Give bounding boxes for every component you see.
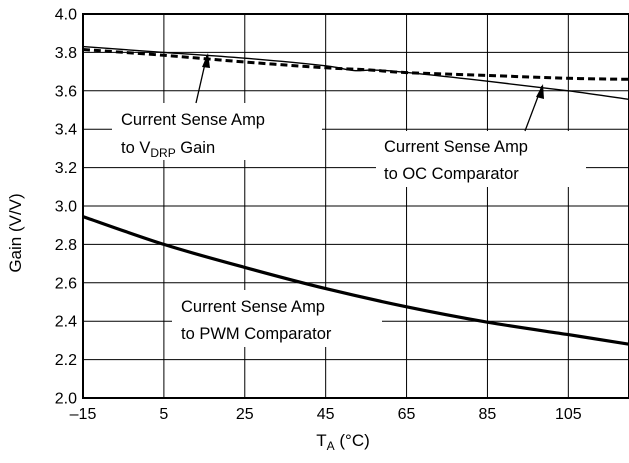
annotation-oc: Current Sense Amp to OC Comparator <box>384 84 544 183</box>
y-tick-label: 2.0 <box>55 391 77 408</box>
annotation-vdrp: Current Sense Amp to VDRP Gain <box>121 53 265 160</box>
annotation-vdrp-arrowhead <box>202 53 210 68</box>
annotation-pwm-line2: to PWM Comparator <box>181 325 332 343</box>
series-line-pwm <box>82 215 629 346</box>
y-tick-label: 4.0 <box>55 7 77 24</box>
annotation-mask-vdrp <box>112 103 322 160</box>
annotation-oc-line2: to OC Comparator <box>384 165 519 183</box>
y-tick-label: 2.4 <box>55 314 77 331</box>
annotation-mask-oc <box>376 131 586 187</box>
y-tick-labels: 2.0 2.2 2.4 2.6 2.8 3.0 3.2 3.4 3.6 3.8 4.0 <box>55 7 77 408</box>
x-axis-label: TA (°C) <box>316 431 370 453</box>
x-tick-label: 85 <box>479 406 497 423</box>
x-tick-label: 105 <box>555 406 582 423</box>
annotation-masks <box>112 103 586 347</box>
y-tick-label: 3.0 <box>55 199 77 216</box>
series-line-vdrp <box>82 45 629 101</box>
y-tick-label: 3.4 <box>55 122 77 139</box>
series-line-oc <box>82 48 629 81</box>
y-tick-label: 2.8 <box>55 237 77 254</box>
y-axis-label: Gain (V/V) <box>6 193 25 272</box>
plot-frame <box>82 13 629 399</box>
x-tick-label: 45 <box>317 406 335 423</box>
x-tick-label: –15 <box>70 406 97 423</box>
x-tick-label: 5 <box>159 406 168 423</box>
annotation-pwm-line1: Current Sense Amp <box>181 298 325 316</box>
annotation-oc-line1: Current Sense Amp <box>384 138 528 156</box>
y-tick-label: 3.6 <box>55 83 77 100</box>
x-tick-label: 25 <box>236 406 254 423</box>
annotation-mask-pwm <box>172 290 382 347</box>
y-tick-label: 3.2 <box>55 160 77 177</box>
x-tick-label: 65 <box>398 406 416 423</box>
annotation-vdrp-line1: Current Sense Amp <box>121 111 265 129</box>
annotation-oc-arrowhead <box>536 84 544 99</box>
y-tick-label: 3.8 <box>55 45 77 62</box>
series-lines <box>82 45 629 346</box>
annotation-pwm: Current Sense Amp to PWM Comparator <box>181 298 332 343</box>
y-tick-label: 2.2 <box>55 352 77 369</box>
x-tick-labels: –15 5 25 45 65 85 105 <box>70 406 582 423</box>
y-tick-label: 2.6 <box>55 275 77 292</box>
annotation-vdrp-line2: to VDRP Gain <box>121 139 215 160</box>
